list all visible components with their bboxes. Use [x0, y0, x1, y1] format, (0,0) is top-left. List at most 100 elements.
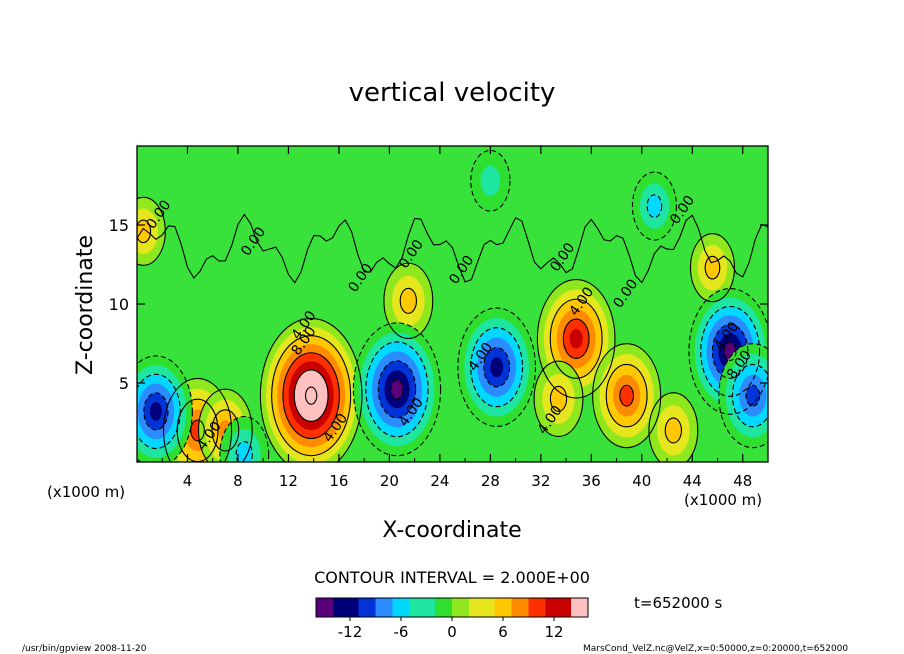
contour-line: [664, 417, 683, 444]
colorbar-swatch: [367, 598, 377, 617]
contour-line: [549, 298, 603, 379]
x-tick-label: 8: [233, 472, 243, 490]
field-level: [705, 256, 720, 279]
contour-line: [219, 415, 270, 462]
feature-updraft: [534, 361, 583, 437]
time-text: t=652000 s: [634, 594, 722, 612]
contour-line: [137, 373, 181, 450]
x-tick-label: 12: [279, 472, 298, 490]
contour-interval-text: CONTOUR INTERVAL = 2.000E+00: [314, 568, 590, 587]
contour-line: [470, 149, 511, 212]
colorbar-swatch: [418, 598, 428, 617]
x-tick-label: 40: [632, 472, 651, 490]
contour-line: [549, 385, 568, 412]
colorbar-swatch: [503, 598, 513, 617]
feature-downdraft: [718, 343, 768, 448]
colorbar-swatch: [392, 598, 402, 617]
x-tick-label: 24: [430, 472, 449, 490]
colorbar-tick-label: -12: [338, 623, 363, 641]
feature-updraft: [537, 279, 615, 398]
contour-line: [745, 384, 761, 407]
y-tick-label: 10: [109, 295, 129, 314]
x-unit-left: (x1000 m): [47, 483, 125, 501]
contour-line: [646, 194, 663, 218]
contour-line: [163, 377, 233, 462]
contour-line: [143, 392, 169, 431]
contour-line: [365, 341, 429, 438]
colorbar-swatch: [324, 598, 334, 617]
plot-area: 0.000.000.000.00 0.00 0.000.000.004.004.00…: [136, 145, 769, 463]
feature-downdraft: [632, 172, 677, 241]
contour-line: [259, 317, 363, 462]
field-level: [480, 165, 501, 196]
contour-line: [235, 441, 253, 462]
colorbar-swatch: [520, 598, 530, 617]
colorbar-swatch: [435, 598, 445, 617]
contour-line: [377, 360, 417, 419]
feature-updraft: [690, 233, 735, 302]
colorbar-swatch: [375, 598, 385, 617]
x-tick-label: 32: [531, 472, 550, 490]
x-tick-label: 16: [329, 472, 348, 490]
colorbar-swatch: [384, 598, 394, 617]
field-level: [305, 387, 317, 405]
y-tick-label: 5: [119, 374, 129, 393]
x-tick-label: 20: [380, 472, 399, 490]
colorbar-tick-label: 0: [447, 623, 457, 641]
x-tick-label: 36: [582, 472, 601, 490]
contour-line: [631, 171, 677, 241]
colorbar-swatch: [511, 598, 521, 617]
contour-line: [137, 219, 152, 244]
field-level: [149, 402, 163, 421]
x-tick-label: 44: [683, 472, 702, 490]
field-level: [390, 379, 404, 399]
colorbar-swatch: [401, 598, 411, 617]
y-axis-label: Z-coordinate: [73, 235, 98, 375]
contour-line: [723, 341, 737, 361]
colorbar-swatch: [333, 598, 343, 617]
colorbar-swatch: [469, 598, 479, 617]
contour-line: [197, 388, 253, 462]
chart-title: vertical velocity: [349, 78, 556, 108]
colorbar-swatch: [358, 598, 368, 617]
contour-line: [305, 386, 318, 405]
contour-line: [390, 379, 404, 400]
contour-line: [271, 335, 352, 457]
y-tick-label: 15: [109, 216, 129, 235]
field-level: [665, 417, 682, 443]
colorbar-tick-label: -6: [394, 623, 409, 641]
feature-downdraft: [470, 150, 510, 212]
colorbar-swatch: [350, 598, 360, 617]
field-level: [647, 194, 662, 218]
x-axis-label: X-coordinate: [382, 518, 521, 543]
colorbar-swatch: [426, 598, 436, 617]
contour-line: [711, 323, 749, 379]
footer-right: MarsCond_VelZ.nc@VelZ,x=0:50000,z=0:2000…: [583, 644, 848, 654]
footer-left: /usr/bin/gpview 2008-11-20: [22, 644, 147, 654]
contour-line: [718, 343, 768, 449]
contour-line: [383, 262, 434, 339]
x-tick-label: 4: [183, 472, 193, 490]
colorbar-swatch: [571, 598, 581, 617]
feature-downdraft: [457, 308, 536, 427]
field-level: [569, 328, 583, 349]
contour-line: [211, 409, 240, 452]
contour-line: [399, 287, 417, 314]
contour-line: [689, 233, 736, 303]
feature-updraft: [260, 318, 362, 462]
colorbar-swatch: [554, 598, 564, 617]
colorbar-swatch: [579, 598, 589, 617]
contour-line: [293, 369, 329, 422]
contour-line: [688, 288, 768, 415]
x-tick-label: 48: [733, 472, 752, 490]
zero-contour-line: [137, 213, 768, 284]
colorbar-swatch: [443, 598, 453, 617]
colorbar-swatch: [528, 598, 538, 617]
x-tick-label: 28: [481, 472, 500, 490]
colorbar-swatch: [545, 598, 555, 617]
colorbar-swatch: [562, 598, 572, 617]
field-level: [400, 288, 417, 314]
colorbar: -12 -6 0 6 12: [315, 597, 589, 641]
contour-line: [562, 318, 590, 360]
